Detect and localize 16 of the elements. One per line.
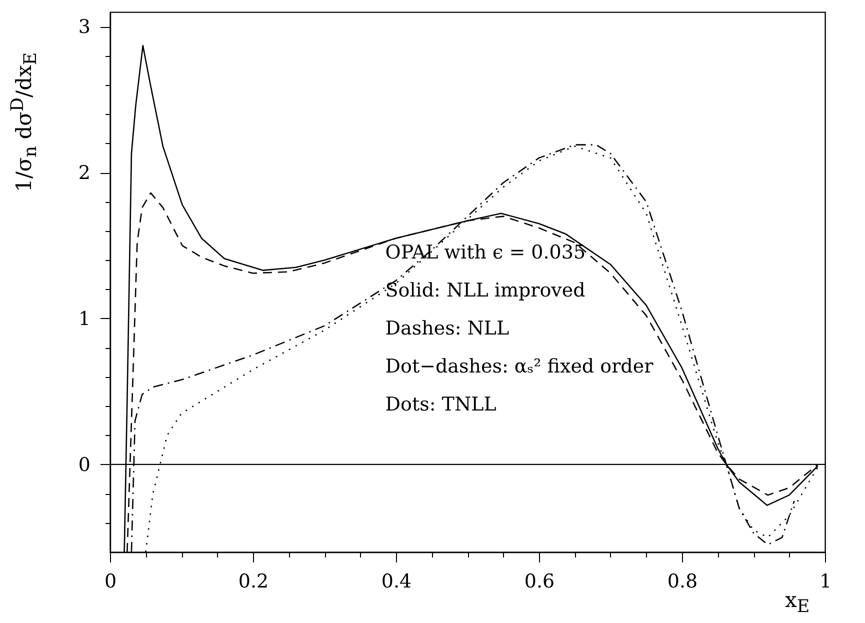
x-tick-label: 1 [819, 570, 832, 592]
x-tick-label: 0.4 [381, 570, 412, 592]
annotation: Dots: TNLL [385, 393, 497, 416]
y-tick-label: 3 [78, 16, 90, 38]
y-tick-label: 2 [78, 162, 90, 184]
x-axis-title: x$_{E}$ [785, 588, 810, 618]
annotation: Dashes: NLL [385, 317, 510, 340]
annotation: OPAL with ϵ = 0.035 [385, 241, 586, 264]
y-tick-label: 0 [78, 454, 90, 476]
annotation: Solid: NLL improved [385, 279, 586, 302]
x-tick-label: 0.8 [667, 570, 698, 592]
x-tick-label: 0 [104, 570, 117, 592]
annotation: Dot−dashes: αₛ² fixed order [385, 355, 654, 378]
x-tick-label: 0.6 [524, 570, 555, 592]
x-tick-label: 0.2 [238, 570, 269, 592]
y-tick-label: 1 [78, 308, 90, 330]
